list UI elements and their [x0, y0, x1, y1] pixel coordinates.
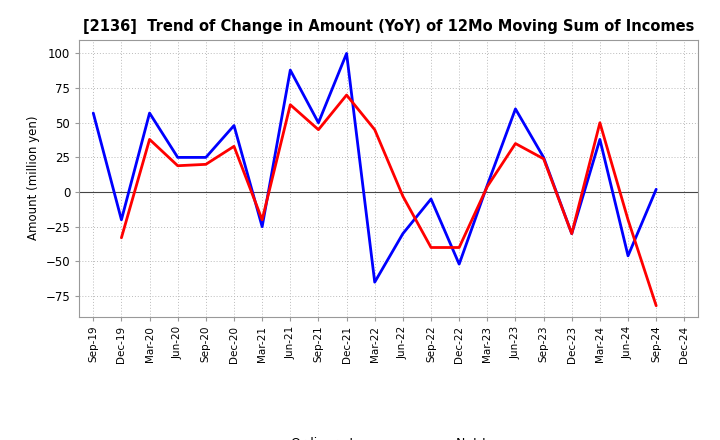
Net Income [258, 217, 266, 222]
Ordinary Income [624, 253, 632, 258]
Ordinary Income [567, 231, 576, 236]
Ordinary Income [511, 106, 520, 111]
Ordinary Income [342, 51, 351, 56]
Ordinary Income [89, 110, 98, 116]
Net Income [230, 144, 238, 149]
Ordinary Income [258, 224, 266, 229]
Net Income [595, 120, 604, 125]
Ordinary Income [202, 155, 210, 160]
Net Income [174, 163, 182, 169]
Ordinary Income [230, 123, 238, 128]
Net Income [399, 194, 408, 199]
Net Income [342, 92, 351, 98]
Ordinary Income [539, 155, 548, 160]
Ordinary Income [117, 217, 126, 222]
Net Income [567, 231, 576, 236]
Ordinary Income [174, 155, 182, 160]
Net Income [117, 235, 126, 240]
Net Income [624, 217, 632, 222]
Net Income [145, 137, 154, 142]
Net Income [427, 245, 436, 250]
Net Income [370, 127, 379, 132]
Title: [2136]  Trend of Change in Amount (YoY) of 12Mo Moving Sum of Incomes: [2136] Trend of Change in Amount (YoY) o… [83, 19, 695, 34]
Line: Ordinary Income: Ordinary Income [94, 53, 656, 282]
Ordinary Income [427, 196, 436, 202]
Ordinary Income [483, 183, 492, 188]
Y-axis label: Amount (million yen): Amount (million yen) [27, 116, 40, 240]
Ordinary Income [314, 120, 323, 125]
Net Income [511, 141, 520, 146]
Ordinary Income [455, 261, 464, 267]
Ordinary Income [286, 67, 294, 73]
Net Income [483, 184, 492, 189]
Legend: Ordinary Income, Net Income: Ordinary Income, Net Income [245, 432, 533, 440]
Net Income [202, 161, 210, 167]
Net Income [539, 156, 548, 161]
Ordinary Income [370, 279, 379, 285]
Ordinary Income [399, 231, 408, 236]
Net Income [286, 102, 294, 107]
Net Income [652, 303, 660, 308]
Net Income [455, 245, 464, 250]
Ordinary Income [652, 187, 660, 192]
Line: Net Income: Net Income [122, 95, 656, 306]
Ordinary Income [595, 137, 604, 142]
Ordinary Income [145, 110, 154, 116]
Net Income [314, 127, 323, 132]
